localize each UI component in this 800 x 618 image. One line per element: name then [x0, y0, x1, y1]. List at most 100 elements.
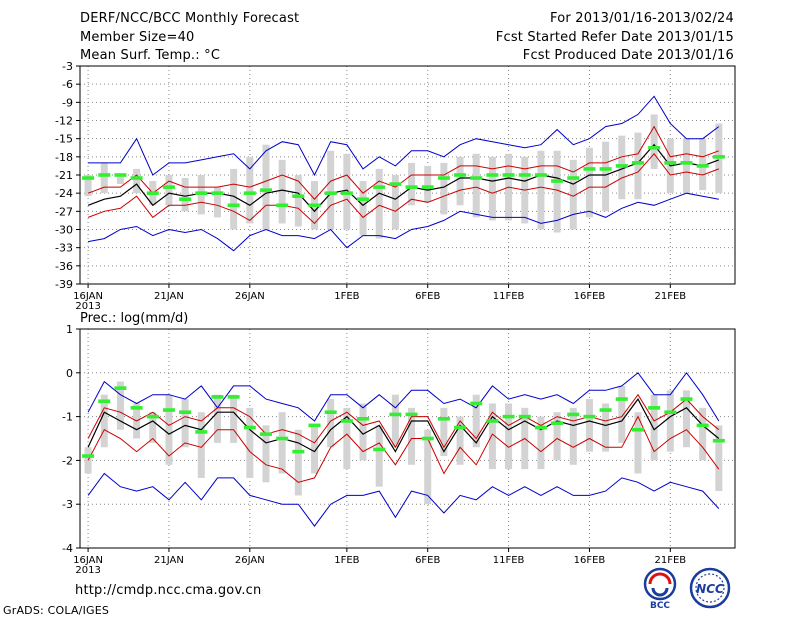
- spread-box: [246, 156, 254, 224]
- spread-box: [116, 381, 124, 430]
- median-marker: [567, 412, 580, 417]
- median-marker: [648, 145, 661, 150]
- spread-box: [553, 150, 561, 233]
- spread-box: [682, 390, 690, 448]
- spread-box: [505, 403, 513, 470]
- spread-box: [634, 132, 642, 200]
- upper-line: [87, 393, 720, 449]
- median-marker: [454, 173, 467, 177]
- median-marker: [243, 191, 256, 195]
- median-marker: [599, 408, 612, 412]
- y-tick-label: -4: [62, 542, 73, 555]
- spread-box: [569, 159, 577, 230]
- spread-box: [537, 416, 545, 470]
- spread-box: [149, 412, 157, 443]
- mean-line: [87, 397, 720, 453]
- spread-box: [585, 399, 593, 452]
- median-marker: [696, 423, 709, 428]
- spread-box: [456, 416, 464, 465]
- x-tick-label: 26JAN: [235, 555, 265, 566]
- spread-box: [553, 412, 561, 461]
- spread-box: [100, 394, 108, 448]
- spread-box: [230, 168, 238, 230]
- precip-variable-label: Prec.: log(mm/d): [80, 311, 188, 326]
- x-tick-label: 21FEB: [654, 555, 686, 566]
- x-tick-label: 16JAN: [73, 555, 103, 566]
- min-line: [87, 472, 720, 527]
- spread-box: [408, 162, 416, 206]
- x-tick-label: 11FEB: [493, 291, 525, 302]
- x-tick-label: 16FEB: [574, 555, 606, 566]
- median-marker: [437, 176, 450, 180]
- y-tick-label: -6: [62, 78, 73, 91]
- spread-box: [715, 425, 723, 492]
- y-tick-label: -9: [62, 96, 73, 109]
- y-tick-label: -15: [55, 133, 73, 146]
- spread-box: [327, 150, 335, 230]
- median-marker: [648, 406, 661, 410]
- bcc-logo-text: BCC: [650, 601, 670, 611]
- median-marker: [373, 185, 386, 189]
- median-marker: [405, 412, 418, 417]
- x-tick-label: 1FEB: [334, 291, 359, 302]
- spread-box: [472, 394, 480, 448]
- spread-box: [165, 175, 173, 206]
- plot-frame: [79, 328, 736, 549]
- forecast-period: For 2013/01/16-2013/02/24: [550, 11, 734, 26]
- median-marker: [292, 194, 305, 198]
- median-marker: [114, 386, 127, 390]
- x-tick-label: 16JAN: [73, 291, 103, 302]
- median-marker: [680, 397, 693, 401]
- spread-box: [100, 162, 108, 194]
- median-marker: [324, 191, 337, 195]
- median-marker: [551, 179, 564, 183]
- median-marker: [712, 155, 725, 159]
- median-marker: [276, 436, 289, 441]
- spread-box: [391, 394, 399, 448]
- median-marker: [502, 414, 515, 419]
- spread-box: [262, 425, 270, 483]
- median-marker: [162, 185, 175, 189]
- spread-box: [699, 407, 707, 461]
- spread-box: [359, 181, 367, 236]
- year-label: 2013: [75, 565, 100, 576]
- spread-box: [602, 141, 610, 212]
- median-marker: [195, 430, 208, 434]
- median-marker: [276, 203, 289, 208]
- median-marker: [259, 432, 272, 436]
- ncc-logo-text: NCC: [696, 582, 724, 596]
- x-tick-label: 11FEB: [493, 555, 525, 566]
- median-marker: [340, 419, 353, 423]
- forecast-start-date: Fcst Started Refer Date 2013/01/15: [495, 30, 734, 45]
- y-tick-label: -24: [55, 187, 73, 200]
- source-url[interactable]: http://cmdp.ncc.cma.gov.cn: [75, 583, 262, 598]
- median-marker: [162, 408, 175, 412]
- spread-box: [84, 175, 92, 197]
- upper-line: [87, 125, 719, 200]
- median-marker: [518, 173, 531, 177]
- median-marker: [534, 425, 547, 430]
- y-tick-label: -30: [55, 224, 73, 237]
- median-marker: [340, 191, 353, 195]
- median-marker: [357, 416, 370, 421]
- max-line: [87, 371, 720, 422]
- median-marker: [470, 176, 483, 180]
- median-marker: [712, 438, 725, 443]
- spread-box: [294, 429, 302, 496]
- spread-box: [327, 399, 335, 448]
- spread-box: [569, 407, 577, 465]
- spread-box: [650, 114, 658, 169]
- median-marker: [211, 395, 224, 399]
- min-line: [88, 192, 719, 252]
- y-tick-label: 0: [66, 367, 73, 380]
- spread-box: [165, 394, 173, 465]
- median-marker: [308, 423, 321, 428]
- spread-box: [472, 153, 480, 218]
- x-tick-label: 16FEB: [574, 291, 606, 302]
- spread-box: [424, 165, 432, 203]
- spread-box: [84, 447, 92, 474]
- spread-box: [408, 407, 416, 465]
- temp-variable-label: Mean Surf. Temp.: °C: [80, 48, 221, 63]
- spread-box: [456, 156, 464, 206]
